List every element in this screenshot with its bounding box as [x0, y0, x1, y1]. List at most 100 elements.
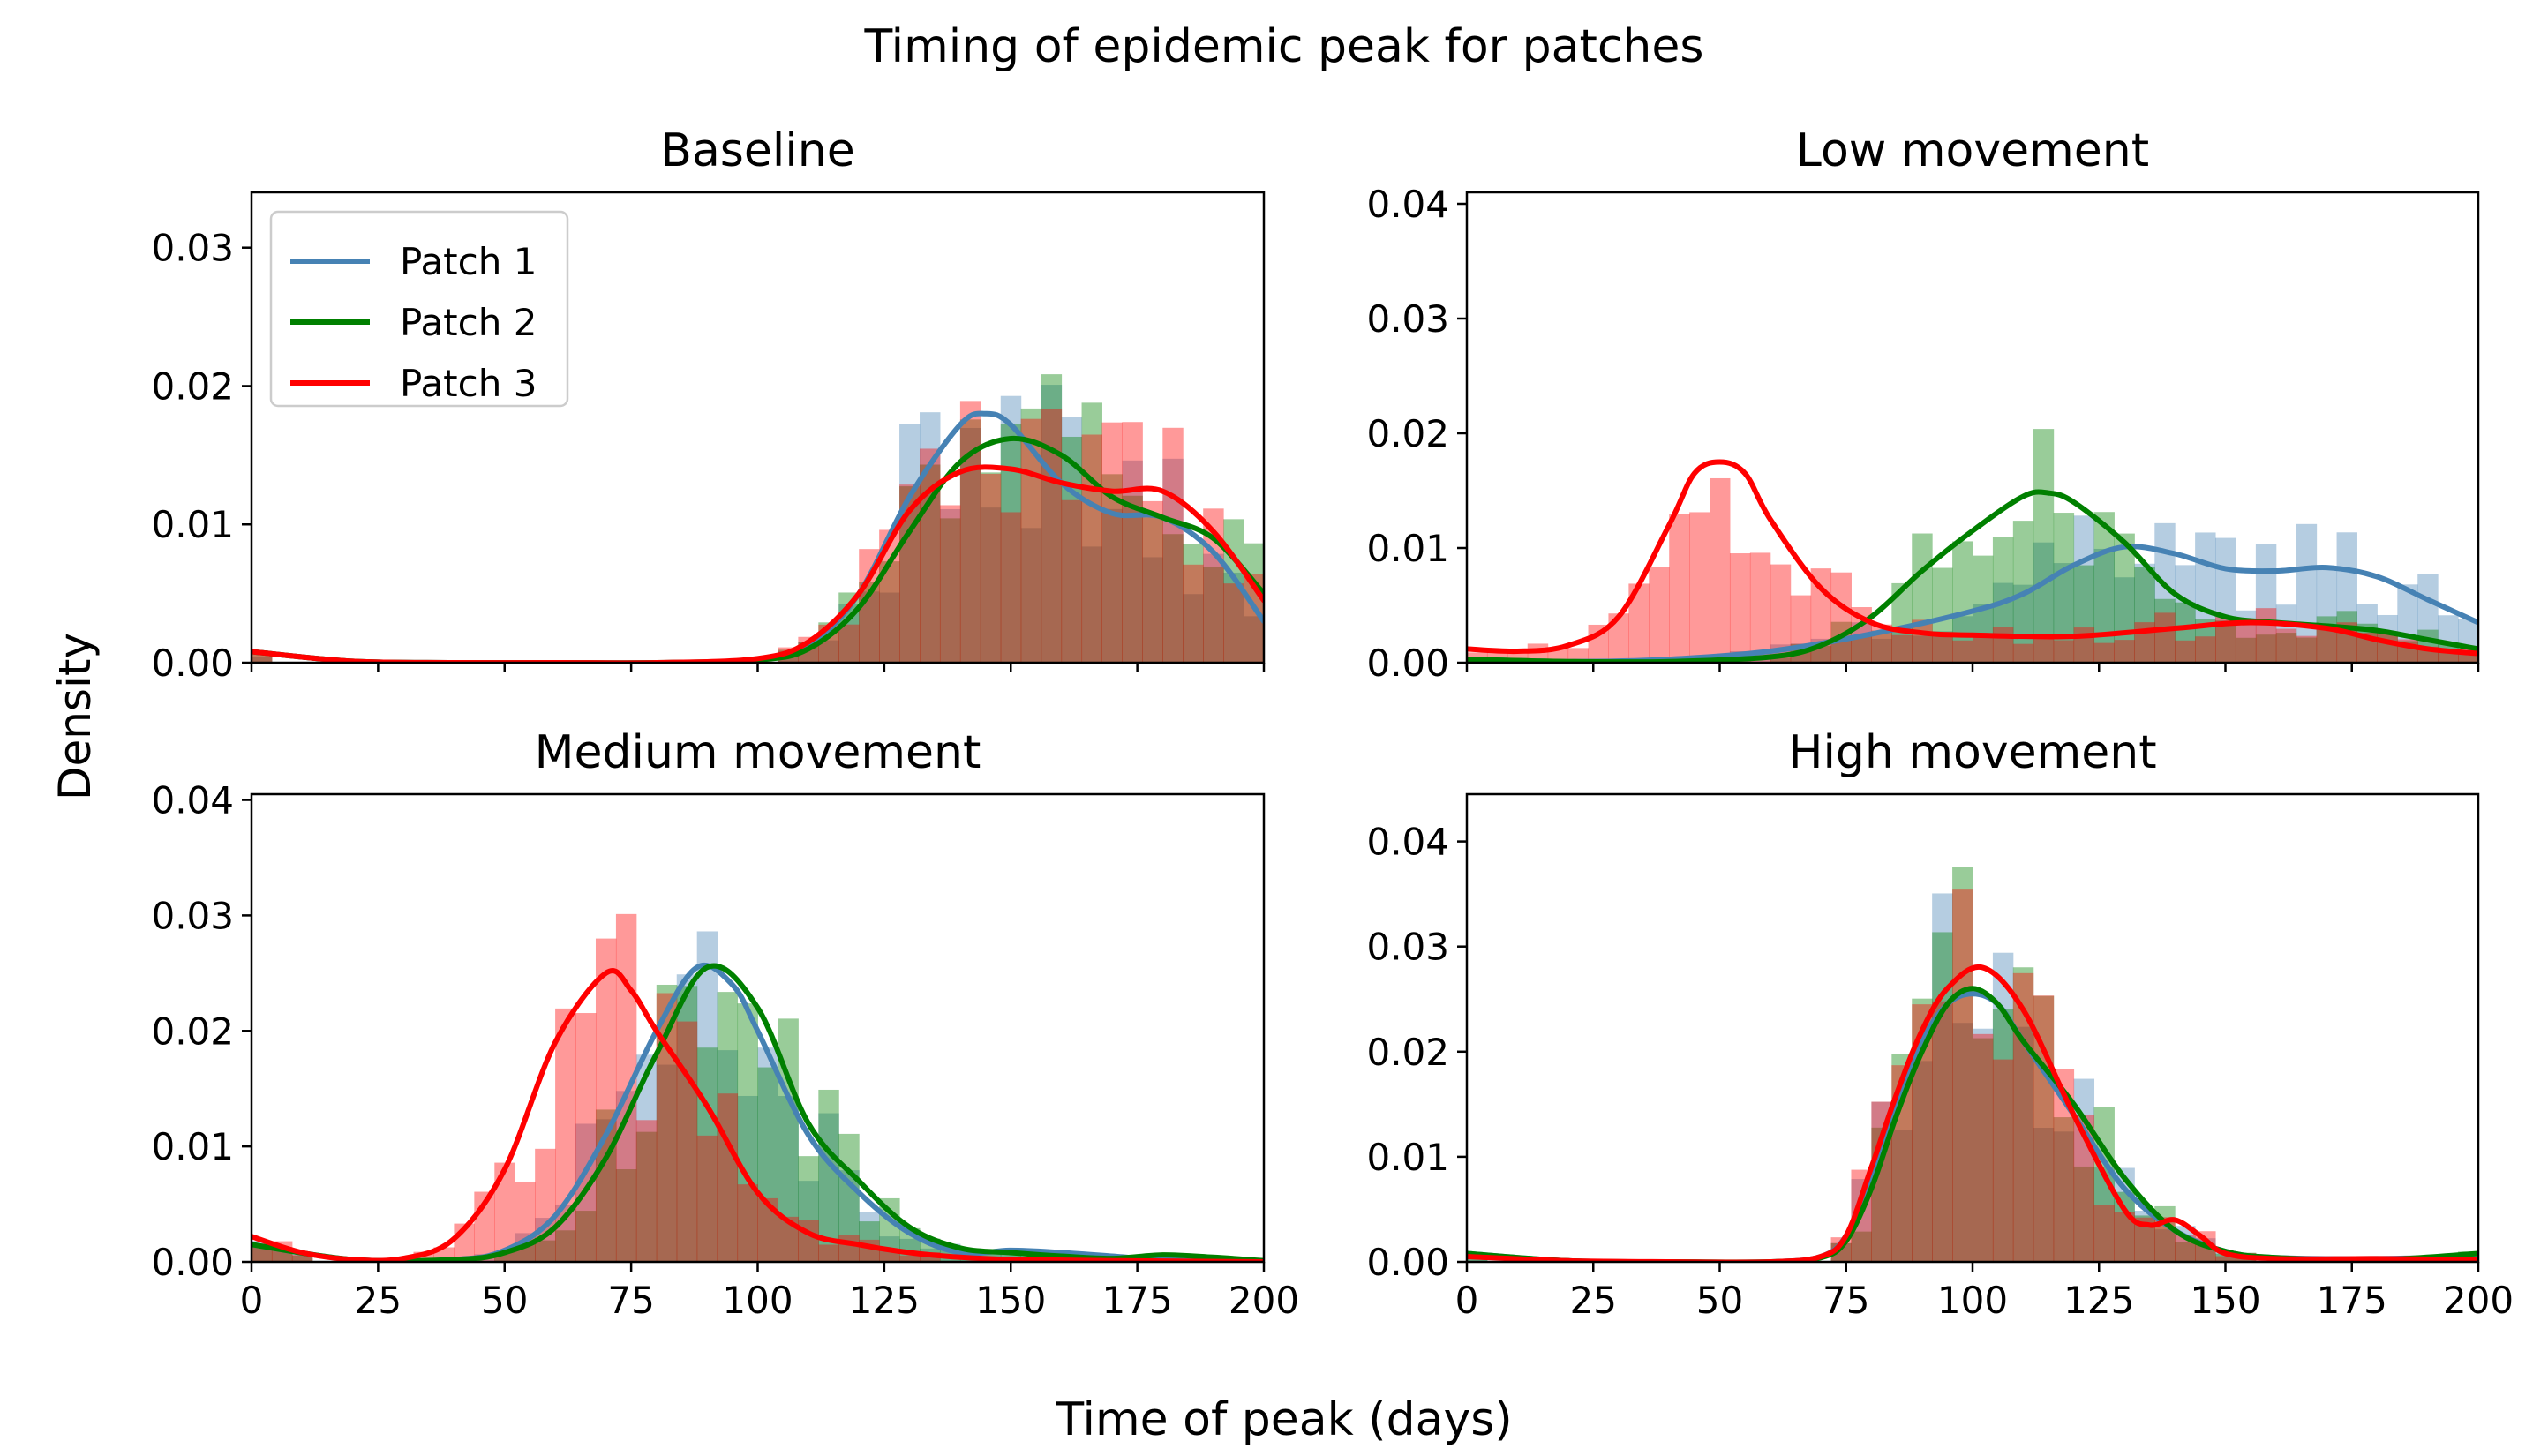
histogram-bar-patch-2 [1932, 567, 1953, 663]
x-tick-label: 200 [1229, 1279, 1299, 1322]
histogram-bar-patch-3 [959, 401, 981, 663]
histogram-bar-patch-3 [2093, 1205, 2115, 1262]
histogram-bar-patch-3 [2053, 1069, 2075, 1262]
histogram-bar-patch-2 [2175, 1242, 2196, 1262]
histogram-bar-patch-3 [2215, 1256, 2236, 1262]
histogram-bar-patch-2 [2296, 637, 2318, 663]
histogram-bar-patch-1 [1952, 1023, 1973, 1262]
histogram-bar-patch-3 [2215, 617, 2236, 663]
histogram-bar-patch-2 [676, 986, 698, 1262]
histogram-bar-patch-3 [1952, 889, 1973, 1262]
histogram-bar-patch-2 [757, 1067, 778, 1262]
histogram-bar-patch-2 [899, 486, 921, 663]
histogram-bar-patch-1 [1162, 458, 1184, 663]
histogram-bar-patch-3 [2114, 640, 2135, 663]
histogram-bar-patch-1 [717, 1050, 739, 1262]
histogram-bar-patch-2 [1871, 630, 1892, 663]
histogram-bar-patch-2 [2033, 429, 2055, 663]
histogram-bar-patch-3 [1061, 499, 1083, 663]
histogram-bar-patch-1 [252, 657, 273, 663]
histogram-bar-patch-3 [1101, 422, 1123, 663]
histogram-bar-patch-3 [1628, 583, 1650, 663]
histogram-bar-patch-1 [1912, 1061, 1933, 1262]
x-tick-label: 175 [2317, 1279, 2387, 1322]
histogram-bar-patch-3 [879, 529, 900, 663]
histogram-bar-patch-2 [959, 419, 981, 663]
histogram-bar-patch-1 [798, 1181, 819, 1262]
y-tick-label: 0.02 [151, 1009, 234, 1053]
histogram-bar-patch-3 [1020, 418, 1042, 663]
histogram-bar-patch-1 [676, 974, 698, 1262]
histogram-bar-patch-3 [939, 505, 961, 663]
histogram-bar-patch-3 [899, 484, 921, 663]
histogram-bar-patch-1 [2255, 544, 2277, 663]
histogram-bar-patch-3 [2377, 633, 2398, 663]
series-line-patch-3 [1467, 459, 2478, 657]
histogram-bar-patch-3 [1649, 567, 1670, 663]
histogram-bar-patch-1 [1061, 417, 1083, 663]
histogram-bar-patch-1 [1142, 557, 1163, 663]
histogram-bar-patch-2 [2195, 619, 2216, 663]
histogram-bar-patch-1 [1871, 638, 1892, 663]
histogram-bar-patch-1 [1244, 616, 1264, 663]
histogram-bar-patch-3 [1669, 514, 1690, 663]
series-line-patch-3 [1467, 964, 2478, 1262]
histogram-bar-patch-2 [575, 1211, 597, 1262]
histogram-bar-patch-3 [1162, 427, 1184, 663]
histogram-bar-patch-1 [2134, 563, 2155, 663]
histogram-bar-patch-2 [2275, 633, 2297, 663]
histogram-bar-patch-3 [1932, 633, 1953, 663]
histogram-bar-patch-3 [838, 1235, 860, 1262]
histogram-bar-patch-3 [575, 1013, 597, 1262]
x-tick-label: 75 [607, 1279, 654, 1322]
histogram-bar-patch-1 [1912, 635, 1933, 663]
y-tick-label: 0.01 [151, 1125, 234, 1168]
histogram-bar-patch-2 [1183, 544, 1204, 663]
histogram-bar-patch-3 [413, 1251, 434, 1262]
histogram-bar-patch-1 [1101, 508, 1123, 663]
histogram-bar-patch-2 [879, 561, 900, 663]
histogram-bar-patch-3 [2012, 643, 2034, 663]
panel-high-movement: 0.00 0.01 0.02 0.03 0.04 0 25 50 75 100 125 150 175 2… [1366, 726, 2514, 1322]
histogram-bar-patch-2 [1162, 534, 1184, 663]
panel-medium-movement: 0.00 0.01 0.02 0.03 0.04 0 25 50 75 100 125 150 175 2… [151, 726, 1299, 1322]
x-tick-label: 125 [2063, 1279, 2134, 1322]
histogram-bar-patch-3 [2033, 639, 2055, 663]
y-tick-label: 0.02 [1366, 412, 1449, 455]
histogram-bar-patch-1 [2033, 1127, 2055, 1262]
panel-title: Baseline [660, 124, 854, 177]
histogram-bar-patch-2 [2215, 1253, 2236, 1262]
histogram-bar-patch-3 [1000, 512, 1022, 663]
histogram-bar-patch-3 [1770, 564, 1792, 663]
histogram-bar-patch-1 [1973, 1028, 1994, 1262]
histogram-bar-patch-3 [859, 549, 880, 663]
histogram-bar-patch-1 [2033, 542, 2055, 663]
y-tick-label: 0.03 [1366, 297, 1449, 341]
y-tick-label: 0.00 [151, 1241, 234, 1284]
histogram-bar-patch-3 [1992, 1059, 2014, 1262]
series-line-patch-1 [252, 410, 1264, 663]
y-tick-label: 0.03 [151, 227, 234, 270]
y-tick-label: 0.00 [151, 642, 234, 685]
histogram-bar-patch-1 [1203, 553, 1224, 663]
histogram-bar-patch-1 [980, 507, 1002, 663]
x-tick-label: 0 [1455, 1279, 1479, 1322]
y-tick-label: 0.01 [1366, 1136, 1449, 1179]
x-tick-label: 50 [1696, 1279, 1743, 1322]
histogram-bar-patch-2 [1142, 517, 1163, 663]
histogram-bar-patch-2 [1992, 1009, 2014, 1262]
histogram-bar-patch-3 [1973, 637, 1994, 663]
histogram-bar-patch-2 [252, 654, 273, 663]
histogram-bar-patch-1 [2154, 1229, 2176, 1262]
kde-lines [1467, 459, 2478, 663]
histogram-bar-patch-2 [2073, 1166, 2095, 1262]
histogram-bar-patch-3 [696, 1135, 718, 1262]
histogram-bar-patch-1 [1952, 616, 1973, 663]
histogram-bar-patch-2 [2012, 967, 2034, 1262]
histogram-bar-patch-3 [2296, 635, 2318, 663]
legend: Patch 1 Patch 2 Patch 3 [269, 210, 569, 408]
histogram-bar-patch-3 [920, 448, 941, 663]
histogram-bar-patch-2 [1000, 1251, 1022, 1262]
kde-lines [252, 410, 1264, 663]
legend-label: Patch 1 [400, 240, 537, 283]
